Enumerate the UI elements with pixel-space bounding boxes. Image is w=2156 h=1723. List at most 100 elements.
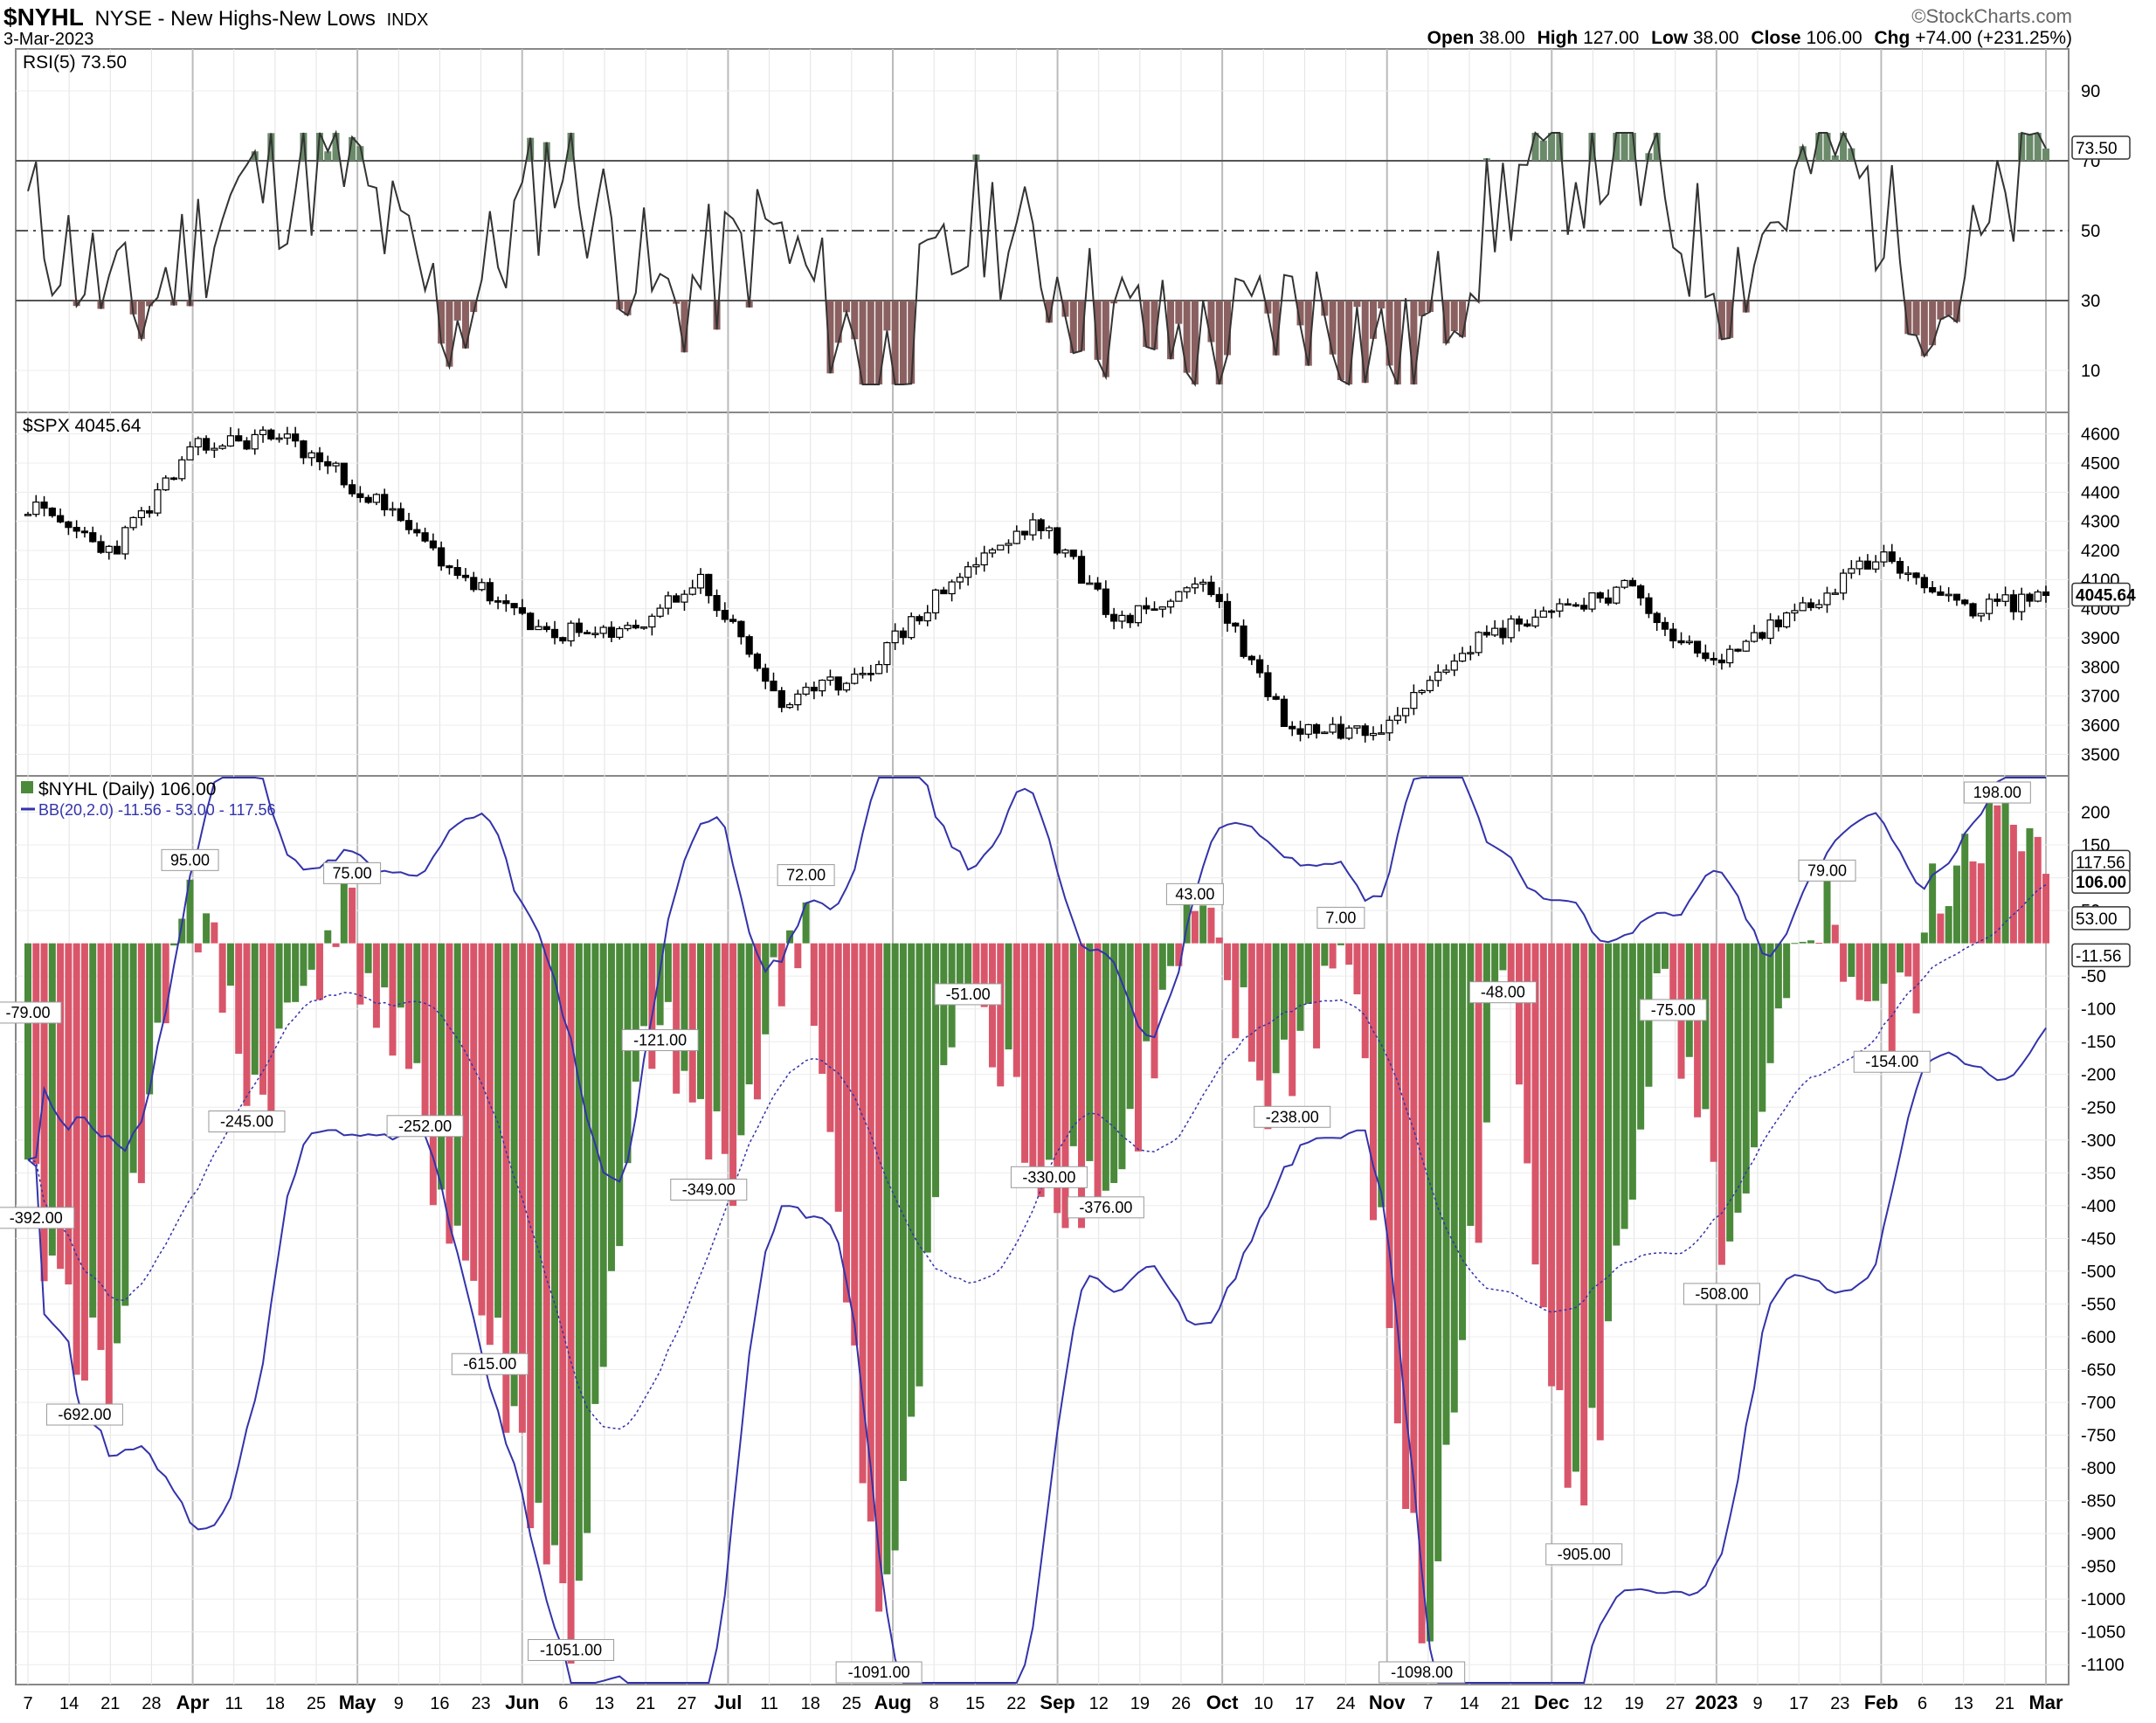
x-tick-label: 7 xyxy=(1423,1694,1433,1713)
x-tick-label: 18 xyxy=(801,1694,820,1713)
nyhl-bar xyxy=(211,922,218,944)
spx-candle-body xyxy=(1815,604,1823,608)
spx-candle-body xyxy=(202,438,211,451)
rsi-oversold-fill xyxy=(1045,301,1053,323)
nyhl-y-tick: -300 xyxy=(2081,1131,2116,1151)
symbol: $NYHL xyxy=(3,3,84,31)
nyhl-bar xyxy=(1029,943,1037,1187)
spx-candle-body xyxy=(1280,698,1289,728)
spx-candle-body xyxy=(1628,579,1636,587)
nyhl-bar xyxy=(105,943,113,1419)
nyhl-bar xyxy=(1588,943,1596,1408)
annotation-box xyxy=(1545,1543,1623,1566)
spx-candle-body xyxy=(1077,556,1086,584)
nyhl-bar xyxy=(1475,943,1482,1243)
spx-candle-body xyxy=(1807,602,1815,608)
annotation-box xyxy=(1165,882,1224,905)
nyhl-bar xyxy=(1766,943,1774,1063)
ohlc-summary: Open 38.00 High 127.00 Low 38.00 Close 1… xyxy=(1427,28,2072,49)
nyhl-bar xyxy=(121,943,129,1306)
nyhl-bar xyxy=(729,943,737,1207)
spx-candle-body xyxy=(1693,640,1702,654)
nyhl-bar xyxy=(129,943,137,1173)
nyhl-bar xyxy=(162,943,169,1024)
rsi-oversold-fill xyxy=(1393,301,1401,384)
spx-candle-body xyxy=(575,622,583,633)
nyhl-bar xyxy=(1054,943,1061,1214)
spx-candle-body xyxy=(1426,680,1434,692)
x-tick-label: 2023 xyxy=(1695,1692,1738,1713)
spx-candle-body xyxy=(446,565,453,569)
nyhl-bar xyxy=(1952,865,1960,944)
nyhl-bar xyxy=(859,943,867,1484)
nyhl-bar xyxy=(470,943,478,1281)
nyhl-bar xyxy=(486,943,494,1346)
nyhl-bar xyxy=(1061,943,1069,1228)
spx-candle-body xyxy=(1969,603,1977,617)
rsi-overbought-fill xyxy=(1531,133,1539,161)
spx-candle-body xyxy=(721,610,729,620)
nyhl-bar xyxy=(916,943,923,1387)
nyhl-bar xyxy=(1751,943,1759,1148)
spx-candle-body xyxy=(251,433,259,450)
nyhl-bar xyxy=(1240,943,1247,987)
nyhl-title: $NYHL (Daily) 106.00 xyxy=(38,779,216,799)
nyhl-bar xyxy=(48,943,56,1256)
rsi-overbought-fill xyxy=(2026,135,2034,161)
spx-candle-body xyxy=(842,682,851,691)
rsi-overbought-fill xyxy=(1556,133,1564,161)
rsi-oversold-fill xyxy=(826,301,834,374)
rsi-oversold-fill xyxy=(1175,301,1183,324)
rsi-oversold-fill xyxy=(1337,301,1344,381)
spx-candle-body xyxy=(1361,725,1369,737)
annotation-box xyxy=(1683,1283,1760,1305)
nyhl-bar xyxy=(1799,941,1807,944)
nyhl-y-tick: -200 xyxy=(2081,1066,2116,1085)
spx-candle-body xyxy=(542,626,550,631)
nyhl-bar xyxy=(1613,943,1620,1246)
nyhl-bar xyxy=(1977,863,1985,944)
chg-label: Chg xyxy=(1874,28,1911,48)
nyhl-bar xyxy=(154,943,162,1023)
rsi-oversold-fill xyxy=(1078,301,1086,351)
annotation-label: -51.00 xyxy=(946,986,991,1003)
bb-mid-line xyxy=(27,883,2047,1430)
annotation-label: -508.00 xyxy=(1695,1285,1748,1303)
spx-candle-body xyxy=(2009,594,2017,612)
annotation-box xyxy=(1316,906,1365,929)
rsi-oversold-fill xyxy=(1912,301,1920,336)
x-tick-label: Mar xyxy=(2028,1692,2063,1713)
spx-candle-body xyxy=(235,435,243,442)
nyhl-bar xyxy=(1815,943,1823,945)
spx-candle-body xyxy=(137,510,145,519)
rsi-oversold-fill xyxy=(681,301,688,353)
spx-candle-body xyxy=(32,502,40,516)
annotation-box xyxy=(208,1111,286,1133)
nyhl-y-tick: -450 xyxy=(2081,1229,2116,1249)
nyhl-bar xyxy=(1742,943,1750,1194)
spx-candle-body xyxy=(550,628,559,639)
spx-candle-body xyxy=(688,587,696,595)
spx-candle-body xyxy=(1912,572,1920,578)
low-label: Low xyxy=(1651,28,1689,48)
nyhl-bar xyxy=(89,943,97,1318)
rsi-overbought-fill xyxy=(1799,146,1807,161)
spx-candle-body xyxy=(1272,695,1280,700)
spx-candle-body xyxy=(1831,592,1839,595)
nyhl-bar xyxy=(381,943,389,988)
spx-candle-body xyxy=(1653,612,1661,624)
spx-candle-body xyxy=(859,673,867,675)
x-tick-label: 25 xyxy=(842,1694,861,1713)
x-tick-label: 9 xyxy=(1752,1694,1762,1713)
rsi-oversold-fill xyxy=(1304,301,1312,366)
nyhl-bar xyxy=(1434,943,1442,1561)
spx-candle-body xyxy=(324,460,332,467)
nyhl-bar xyxy=(802,902,810,944)
nyhl-bar xyxy=(1653,943,1661,973)
annotation-label: -376.00 xyxy=(1079,1199,1132,1216)
annotation-label: 7.00 xyxy=(1325,909,1356,926)
nyhl-bar xyxy=(194,943,202,953)
x-tick-label: May xyxy=(339,1692,377,1713)
spx-candle-body xyxy=(243,440,251,450)
spx-candle-body xyxy=(453,567,461,577)
